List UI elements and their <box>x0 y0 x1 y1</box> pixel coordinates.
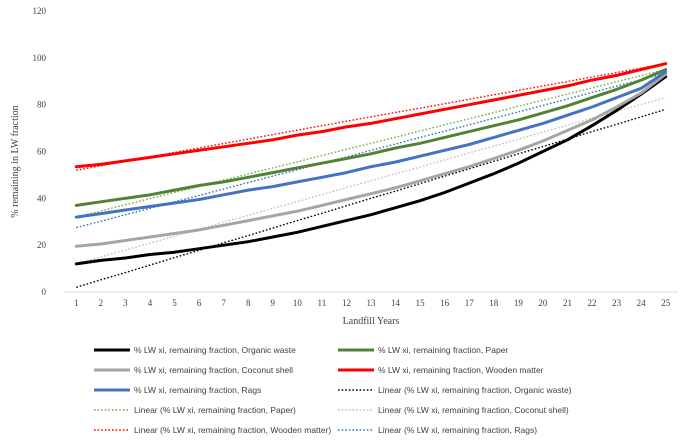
legend-label: % LW xi, remaining fraction, Wooden matt… <box>378 365 544 375</box>
x-tick-label: 24 <box>637 298 647 308</box>
x-tick-label: 17 <box>465 298 475 308</box>
series-line <box>76 96 666 265</box>
x-tick-label: 1 <box>74 298 79 308</box>
legend-label: Linear (% LW xi, remaining fraction, Woo… <box>134 425 331 435</box>
legend-label: % LW xi, remaining fraction, Paper <box>378 345 508 355</box>
legend: % LW xi, remaining fraction, Organic was… <box>94 345 572 435</box>
series-line <box>74 68 668 207</box>
x-tick-label: 9 <box>271 298 276 308</box>
x-tick-label: 2 <box>99 298 104 308</box>
y-tick-label: 80 <box>37 100 47 110</box>
x-tick-label: 3 <box>123 298 128 308</box>
x-tick-label: 19 <box>514 298 524 308</box>
legend-label: % LW xi, remaining fraction, Coconut she… <box>134 365 293 375</box>
legend-label: Linear (% LW xi, remaining fraction, Org… <box>378 385 572 395</box>
series-line <box>76 108 666 288</box>
y-tick-label: 100 <box>33 53 47 63</box>
y-tick-label: 60 <box>37 147 47 157</box>
legend-label: Linear (% LW xi, remaining fraction, Pap… <box>134 405 296 415</box>
x-tick-label: 18 <box>489 298 499 308</box>
series-line <box>74 62 668 169</box>
y-tick-label: 120 <box>33 6 47 16</box>
y-tick-label: 40 <box>37 193 47 203</box>
series-line <box>74 75 668 266</box>
x-tick-label: 12 <box>342 298 351 308</box>
x-tick-label: 15 <box>416 298 426 308</box>
x-tick-label: 22 <box>588 298 597 308</box>
x-tick-label: 16 <box>440 298 450 308</box>
x-tick-label: 5 <box>172 298 177 308</box>
x-tick-label: 11 <box>318 298 327 308</box>
x-tick-label: 8 <box>246 298 251 308</box>
y-tick-label: 20 <box>37 240 47 250</box>
series-line <box>76 63 666 171</box>
x-tick-label: 20 <box>538 298 548 308</box>
x-tick-label: 6 <box>197 298 202 308</box>
x-tick-label: 4 <box>148 298 153 308</box>
x-tick-label: 21 <box>563 298 572 308</box>
x-tick-label: 7 <box>221 298 226 308</box>
x-tick-label: 25 <box>661 298 671 308</box>
y-axis-ticks: 0 20 40 60 80 100 120 <box>33 6 47 297</box>
series-line <box>74 70 668 219</box>
x-axis-title: Landfill Years <box>343 316 400 327</box>
legend-label: % LW xi, remaining fraction, Organic was… <box>134 345 296 355</box>
x-tick-label: 10 <box>293 298 303 308</box>
x-tick-label: 23 <box>612 298 622 308</box>
series-line <box>74 72 668 248</box>
plot-area <box>74 62 668 288</box>
x-tick-label: 14 <box>391 298 401 308</box>
x-tick-label: 13 <box>367 298 377 308</box>
series-line <box>76 68 666 218</box>
legend-label: Linear (% LW xi, remaining fraction, Coc… <box>378 405 569 415</box>
x-axis-ticks: 1 2 3 4 5 6 7 8 9 10 11 12 13 14 15 16 17 18 19 20 21 22 23 24 2… <box>74 298 671 308</box>
legend-label: Linear (% LW xi, remaining fraction, Rag… <box>378 425 537 435</box>
legend-label: % LW xi, remaining fraction, Rags <box>134 385 261 395</box>
y-axis-title: % remaining in LW fraction <box>10 105 21 217</box>
y-tick-label: 0 <box>42 287 47 297</box>
